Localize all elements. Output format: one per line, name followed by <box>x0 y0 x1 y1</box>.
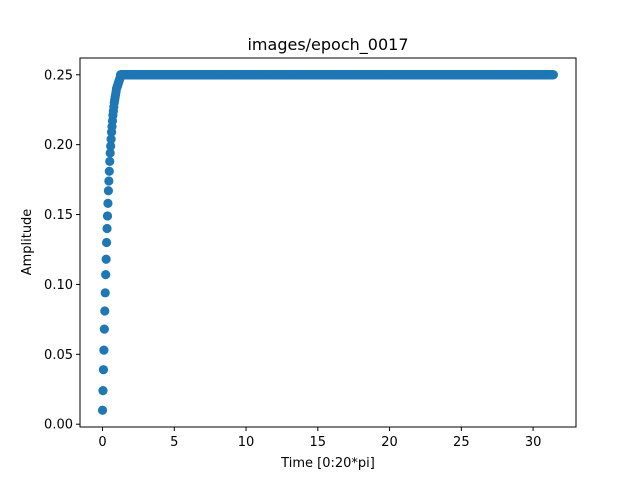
scatter-point <box>103 198 113 208</box>
y-tick-label: 0.15 <box>44 208 73 223</box>
x-tick-label: 20 <box>381 435 398 450</box>
y-tick-label: 0.00 <box>44 418 73 433</box>
x-tick-label: 25 <box>453 435 470 450</box>
scatter-point <box>548 70 559 80</box>
scatter-point <box>99 345 109 355</box>
y-tick-label: 0.10 <box>44 278 73 293</box>
scatter-point <box>103 186 113 196</box>
scatter-point <box>98 386 108 396</box>
scatter-point <box>102 211 113 221</box>
scatter-points <box>97 70 559 415</box>
scatter-point <box>99 324 109 334</box>
x-axis: 0 5 10 15 20 25 30 <box>98 427 541 450</box>
scatter-point <box>105 148 115 158</box>
x-tick-label: 30 <box>525 435 542 450</box>
scatter-point <box>100 306 110 316</box>
scatter-point <box>102 223 112 234</box>
scatter-point <box>106 141 116 151</box>
scatter-point <box>106 134 116 144</box>
x-axis-title: Time [0:20*pi] <box>280 456 375 471</box>
y-tick-label: 0.20 <box>44 138 73 153</box>
y-tick-label: 0.25 <box>44 68 73 83</box>
x-tick-label: 5 <box>170 435 178 450</box>
scatter-point <box>97 405 108 415</box>
y-axis: 0.00 0.05 0.10 0.15 0.20 0.25 <box>44 68 80 433</box>
scatter-point <box>104 166 114 176</box>
scatter-point <box>105 156 115 167</box>
scatter-point <box>100 288 110 298</box>
scatter-point <box>98 365 109 375</box>
x-tick-label: 15 <box>310 435 327 450</box>
scatter-point <box>104 176 114 186</box>
scatter-point <box>101 237 112 248</box>
x-tick-label: 10 <box>238 435 255 450</box>
scatter-point <box>101 254 111 264</box>
y-tick-label: 0.05 <box>44 348 73 363</box>
y-axis-title: Amplitude <box>20 209 35 276</box>
scatter-point <box>101 270 111 280</box>
chart-title: images/epoch_0017 <box>247 35 408 55</box>
x-tick-label: 0 <box>98 435 106 450</box>
plot-frame <box>79 57 577 428</box>
